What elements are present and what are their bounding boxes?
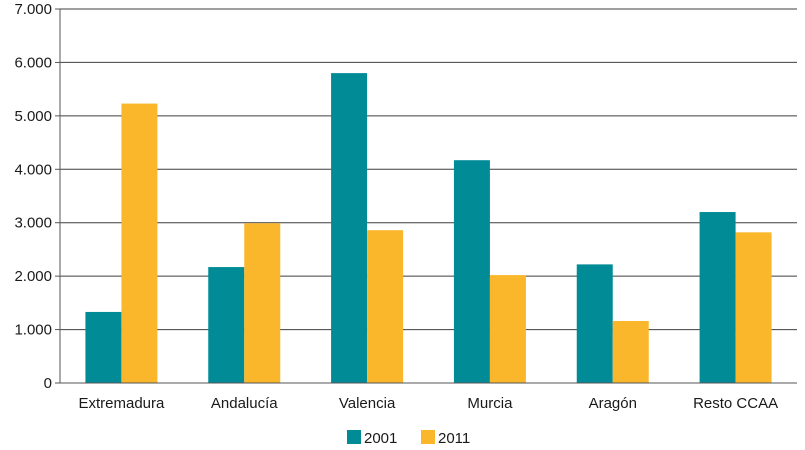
legend-label-2001: 2001 (364, 430, 397, 447)
y-tick-label: 3.000 (14, 215, 52, 232)
legend-swatch-2011 (421, 430, 435, 444)
x-category-label: Murcia (467, 395, 513, 412)
x-category-label: Resto CCAA (693, 395, 778, 412)
bar-2011-4 (612, 321, 649, 383)
x-axis-labels: Extremadura Andalucía Valencia Murcia Aragón… (78, 395, 778, 412)
x-category-label: Extremadura (78, 395, 165, 412)
x-category-label: Andalucía (211, 395, 278, 412)
y-tick-label: 7.000 (14, 1, 52, 18)
bars (85, 73, 772, 383)
bar-2011-2 (367, 230, 404, 383)
bar-2001-3 (453, 160, 490, 383)
y-axis-ticks: 0 1.000 2.000 3.000 4.000 5.000 6.000 7.000 (14, 1, 60, 392)
bar-2001-1 (208, 267, 245, 383)
y-tick-label: 2.000 (14, 268, 52, 285)
bar-2011-3 (489, 275, 526, 383)
bar-2011-0 (121, 103, 158, 383)
legend-swatch-2001 (347, 430, 361, 444)
y-tick-label: 0 (44, 375, 52, 392)
y-tick-label: 4.000 (14, 161, 52, 178)
bar-2001-2 (331, 73, 368, 383)
y-tick-label: 1.000 (14, 322, 52, 339)
bar-2001-5 (699, 212, 736, 383)
x-category-label: Valencia (339, 395, 396, 412)
y-tick-label: 6.000 (14, 54, 52, 71)
bar-2001-4 (576, 264, 613, 383)
legend: 2001 2011 (347, 430, 470, 447)
y-tick-label: 5.000 (14, 108, 52, 125)
bar-2011-1 (244, 223, 281, 383)
legend-label-2011: 2011 (438, 430, 470, 447)
bar-2011-5 (735, 232, 772, 383)
x-category-label: Aragón (589, 395, 637, 412)
bar-2001-0 (85, 311, 122, 383)
gridlines (60, 8, 797, 331)
